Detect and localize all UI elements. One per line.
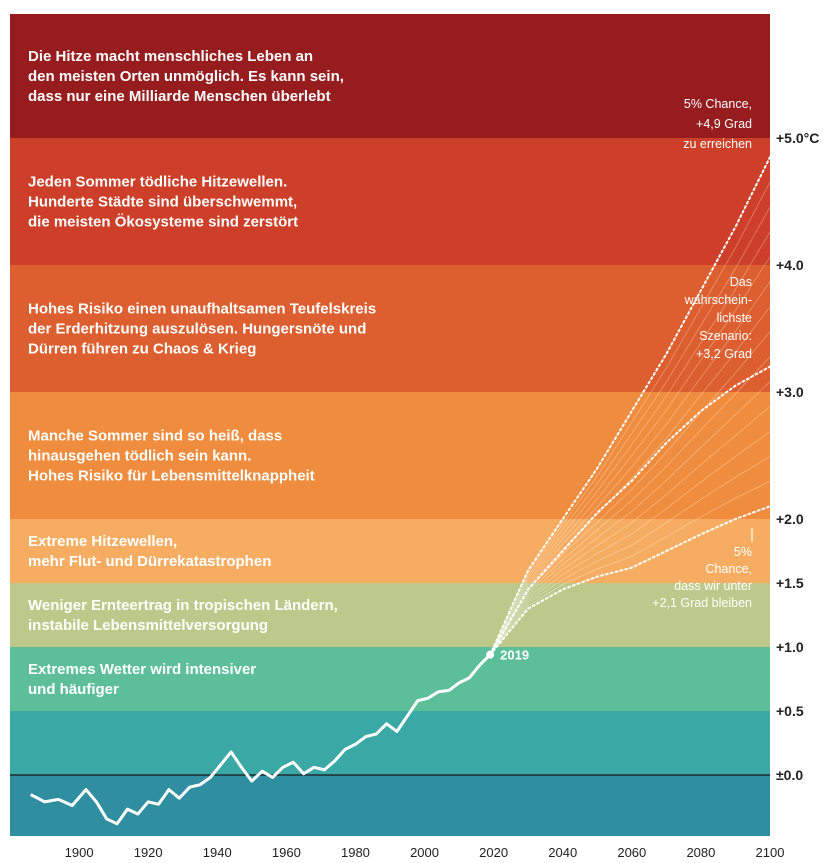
current-year-label: 2019 xyxy=(500,648,529,663)
band-description-line: Hunderte Städte sind überschwemmt, xyxy=(28,194,297,211)
projection-fan-line xyxy=(489,181,771,655)
band-description-line: hinausgehen tödlich sein kann. xyxy=(28,448,251,465)
projection-lines xyxy=(489,156,771,656)
risk-band xyxy=(10,775,770,836)
band-description-line: Die Hitze macht menschliches Leben an xyxy=(28,48,313,65)
x-tick-label: 1960 xyxy=(272,845,301,860)
risk-band xyxy=(10,583,770,647)
band-description-line: und häufiger xyxy=(28,681,119,698)
y-tick-label: +3.0 xyxy=(776,384,804,400)
projection-fan-line xyxy=(489,480,771,655)
x-tick-label: 2020 xyxy=(479,845,508,860)
band-description-line: Extremes Wetter wird intensiver xyxy=(28,661,256,678)
y-tick-label: +1.5 xyxy=(776,575,804,591)
y-tick-label: +5.0°C xyxy=(776,130,819,146)
projection-scenario-line xyxy=(489,505,771,656)
x-tick-label: 2060 xyxy=(617,845,646,860)
y-axis-ticks: ±0.0 +0.5 +1.0 +1.5 +2.0 +3.0 +4.0 +5.0°C xyxy=(776,130,819,783)
scenario-annotation-line: dass wir unter xyxy=(674,579,752,593)
projection-scenario-line xyxy=(489,156,771,656)
band-description-line: die meisten Ökosysteme sind zerstört xyxy=(28,214,298,231)
scenario-annotation-line: lichste xyxy=(717,311,752,325)
y-tick-label: +1.0 xyxy=(776,639,804,655)
projection-fan-line xyxy=(489,231,771,655)
projection-fan-line xyxy=(489,431,771,655)
projection-fan-line xyxy=(489,356,771,655)
y-tick-label: ±0.0 xyxy=(776,767,803,783)
scenario-annotation-line: 5% Chance, xyxy=(684,97,752,111)
scenario-annotation-line: +3,2 Grad xyxy=(696,347,752,361)
band-description-line: Jeden Sommer tödliche Hitzewellen. xyxy=(28,174,287,191)
x-tick-label: 1900 xyxy=(65,845,94,860)
x-tick-label: 2100 xyxy=(756,845,785,860)
scenario-annotation-line: +4,9 Grad xyxy=(696,117,752,131)
band-description-line: Extreme Hitzewellen, xyxy=(28,533,177,550)
x-tick-label: 2080 xyxy=(686,845,715,860)
scenario-annotation-line: 5% xyxy=(734,545,752,559)
band-description-line: Hohes Risiko für Lebensmittelknappheit xyxy=(28,468,315,485)
current-year-marker xyxy=(486,650,495,659)
scenario-annotation-line: wahrschein- xyxy=(684,293,752,307)
band-description-line: Dürren führen zu Chaos & Krieg xyxy=(28,341,256,358)
band-description-line: Manche Sommer sind so heiß, dass xyxy=(28,428,282,445)
projection-fan-line xyxy=(489,381,771,655)
band-description-line: instabile Lebensmittelversorgung xyxy=(28,617,268,634)
band-description-line: Hohes Risiko einen unaufhaltsamen Teufel… xyxy=(28,301,376,318)
band-description-line: der Erderhitzung auszulösen. Hungersnöte… xyxy=(28,321,366,338)
risk-band xyxy=(10,519,770,583)
projection-fan-line xyxy=(489,306,771,655)
risk-band xyxy=(10,392,770,519)
projection-fan-line xyxy=(489,281,771,655)
risk-band-descriptions: Extremes Wetter wird intensiver und häufi… xyxy=(28,48,376,698)
x-tick-label: 1920 xyxy=(134,845,163,860)
projection-fan-line xyxy=(489,206,771,655)
x-tick-label: 2000 xyxy=(410,845,439,860)
projection-fan-line xyxy=(489,406,771,655)
projection-fan-line xyxy=(489,456,771,655)
scenario-annotation-line: +2,1 Grad bleiben xyxy=(652,596,752,610)
band-description-line: den meisten Orten unmöglich. Es kann sei… xyxy=(28,68,344,85)
projection-fan-line xyxy=(489,256,771,655)
historical-temperature-line xyxy=(30,653,492,826)
projection-scenario-line xyxy=(489,365,771,656)
risk-band xyxy=(10,138,770,265)
x-tick-label: 1980 xyxy=(341,845,370,860)
band-description-line: dass nur eine Milliarde Menschen überleb… xyxy=(28,88,331,105)
scenario-annotation-line: Chance, xyxy=(705,562,752,576)
risk-band xyxy=(10,711,770,775)
scenario-annotation-line: Szenario: xyxy=(699,329,752,343)
risk-bands xyxy=(10,14,770,836)
band-description-line: Weniger Ernteertrag in tropischen Länder… xyxy=(28,597,338,614)
scenario-annotation-line: zu erreichen xyxy=(683,137,752,151)
band-description-line: mehr Flut- und Dürrekatastrophen xyxy=(28,553,271,570)
scenario-annotations: 5% Chance, +4,9 Grad zu erreichen Das wahrsc… xyxy=(652,97,753,610)
risk-band xyxy=(10,14,770,138)
x-tick-label: 2040 xyxy=(548,845,577,860)
y-tick-label: +0.5 xyxy=(776,703,804,719)
x-axis-ticks: 1900 1920 1940 1960 1980 2000 2020 2040 2060 2080… xyxy=(65,845,785,860)
y-tick-label: +2.0 xyxy=(776,511,804,527)
risk-band xyxy=(10,265,770,392)
projection-fan xyxy=(489,181,771,655)
x-tick-label: 1940 xyxy=(203,845,232,860)
risk-band xyxy=(10,647,770,711)
y-tick-label: +4.0 xyxy=(776,257,804,273)
scenario-annotation-line: Das xyxy=(730,275,752,289)
